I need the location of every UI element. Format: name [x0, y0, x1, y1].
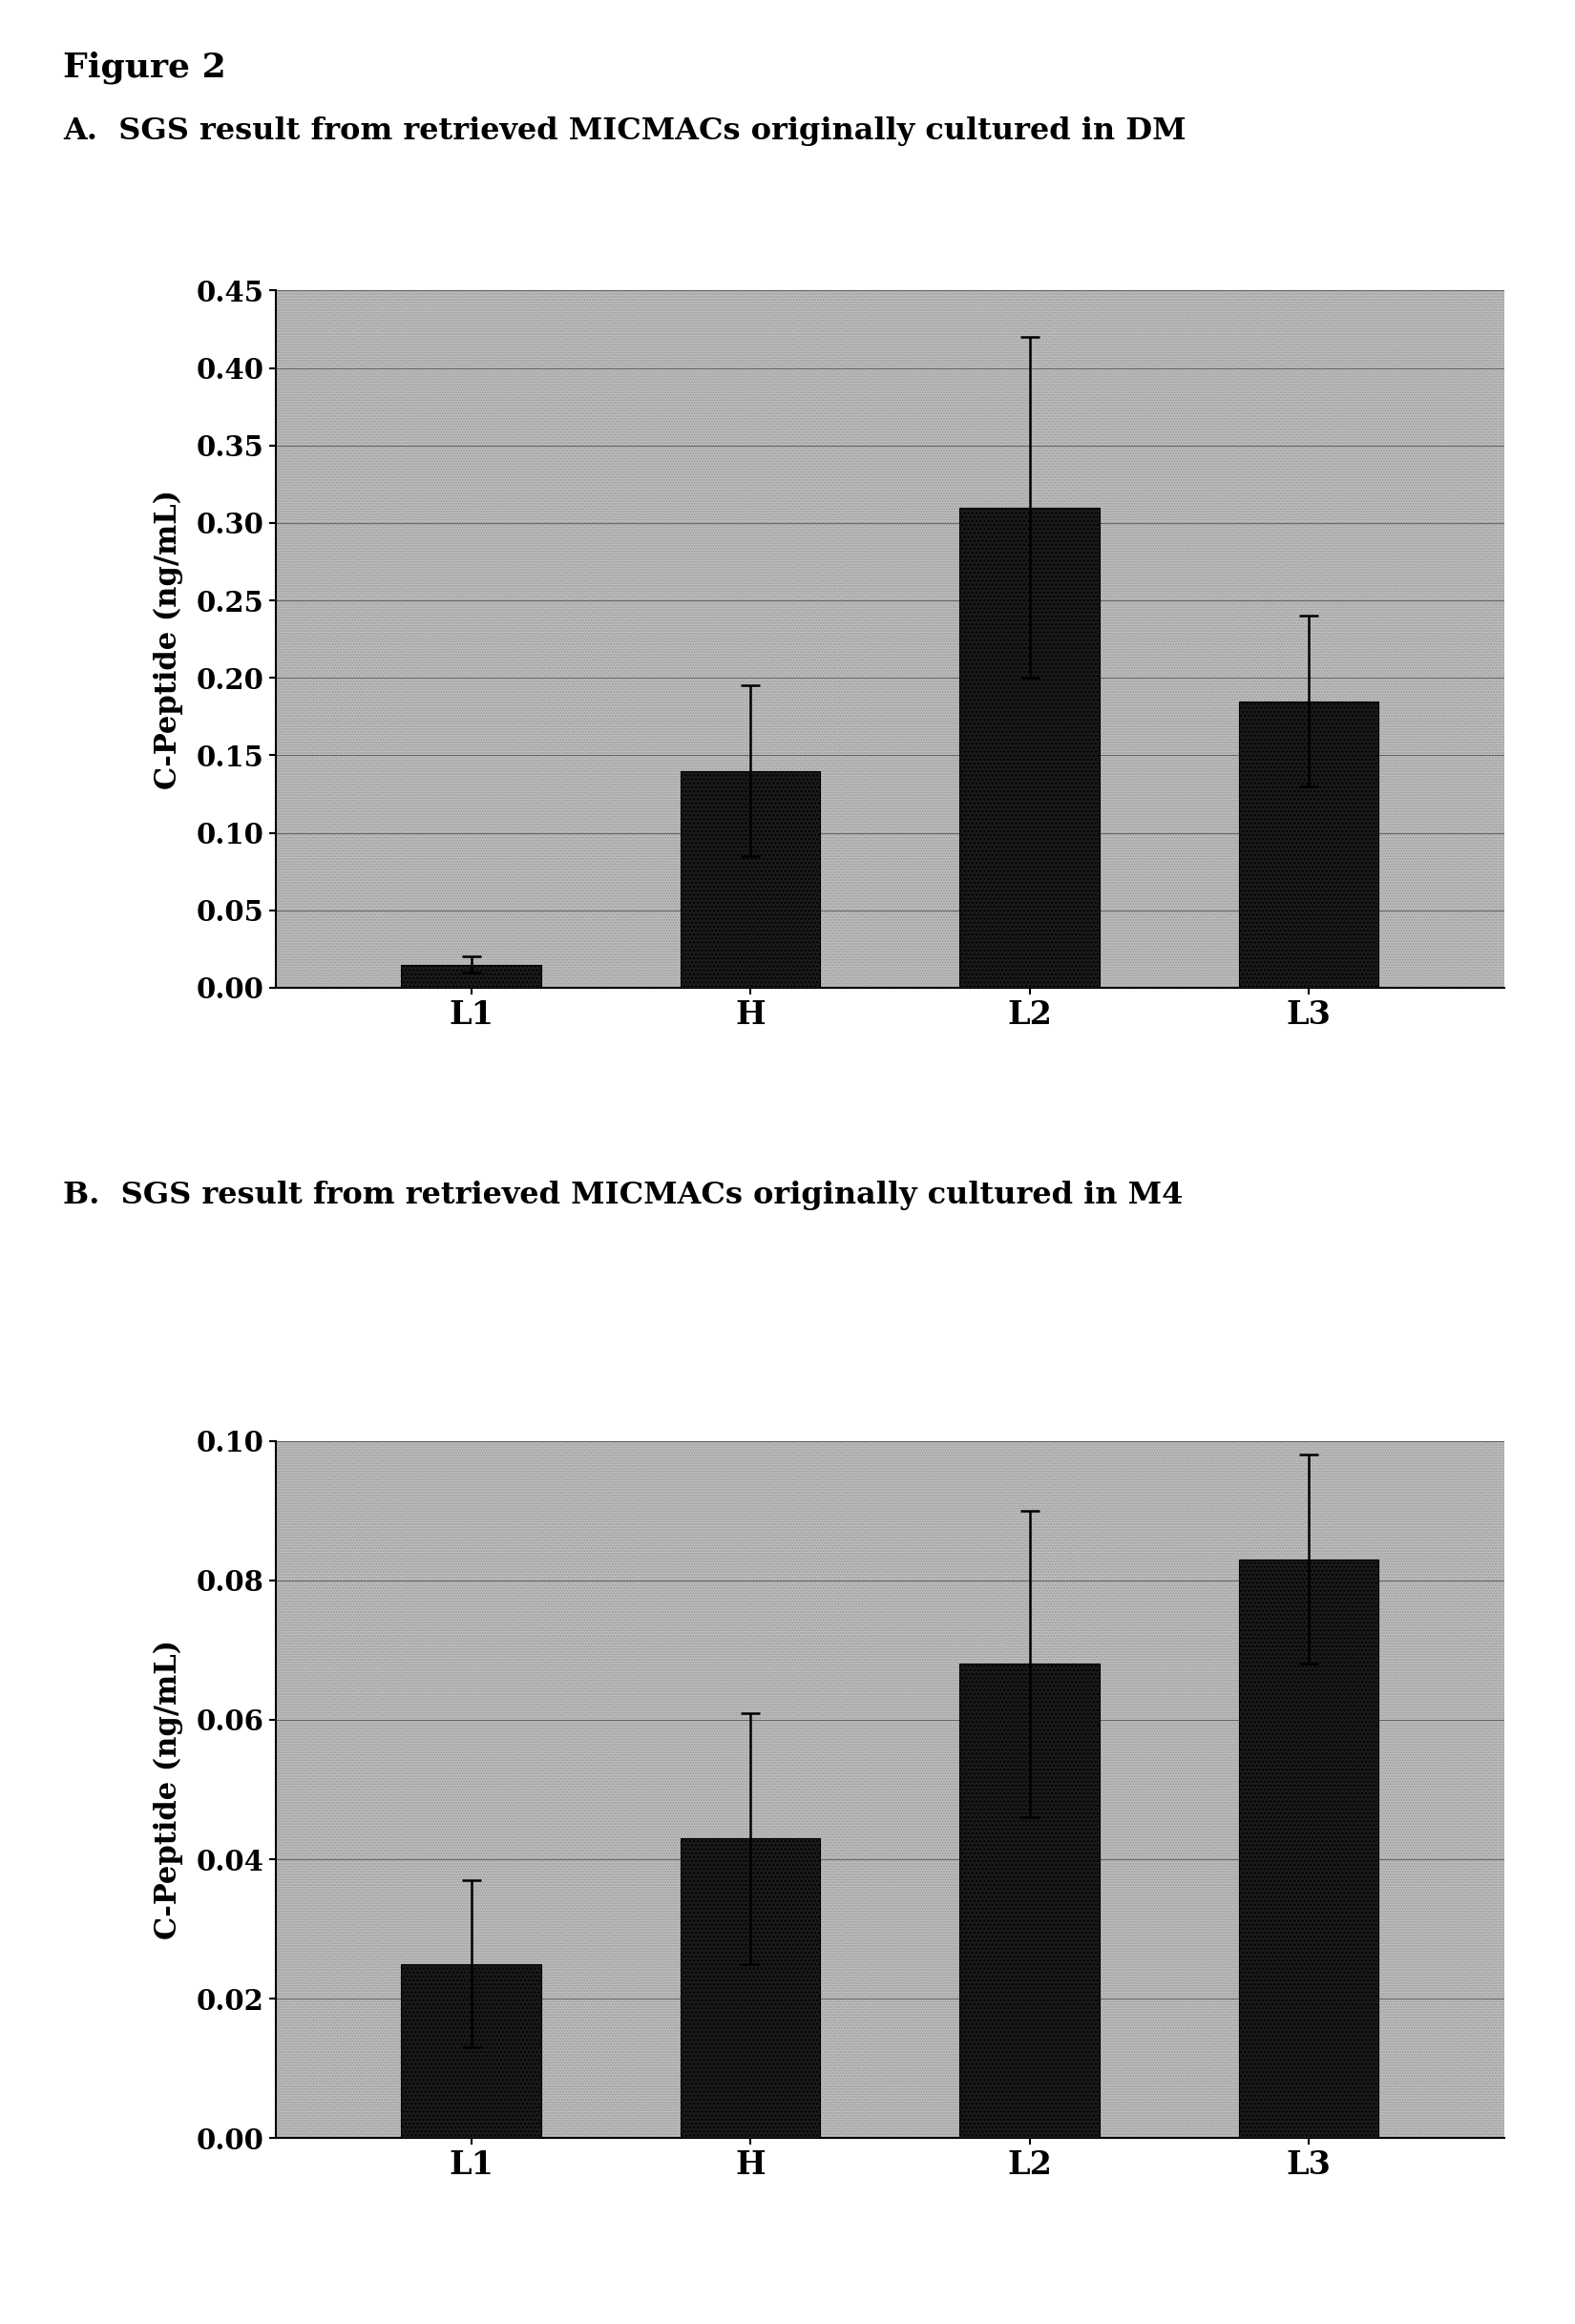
Text: B.  SGS result from retrieved MICMACs originally cultured in M4: B. SGS result from retrieved MICMACs ori… — [63, 1181, 1183, 1211]
Bar — [959, 1664, 1099, 2138]
Y-axis label: C-Peptide (ng/mL): C-Peptide (ng/mL) — [153, 490, 183, 788]
Bar — [402, 964, 540, 988]
Bar — [276, 1441, 1504, 2138]
Bar — [959, 507, 1099, 988]
Bar — [402, 1964, 540, 2138]
Bar — [680, 772, 821, 988]
Bar — [680, 1838, 821, 2138]
Text: Figure 2: Figure 2 — [63, 51, 225, 84]
Text: A.  SGS result from retrieved MICMACs originally cultured in DM: A. SGS result from retrieved MICMACs ori… — [63, 116, 1186, 146]
Bar — [1240, 1559, 1378, 2138]
Y-axis label: C-Peptide (ng/mL): C-Peptide (ng/mL) — [153, 1641, 183, 1938]
Bar — [1240, 702, 1378, 988]
Bar — [276, 290, 1504, 988]
